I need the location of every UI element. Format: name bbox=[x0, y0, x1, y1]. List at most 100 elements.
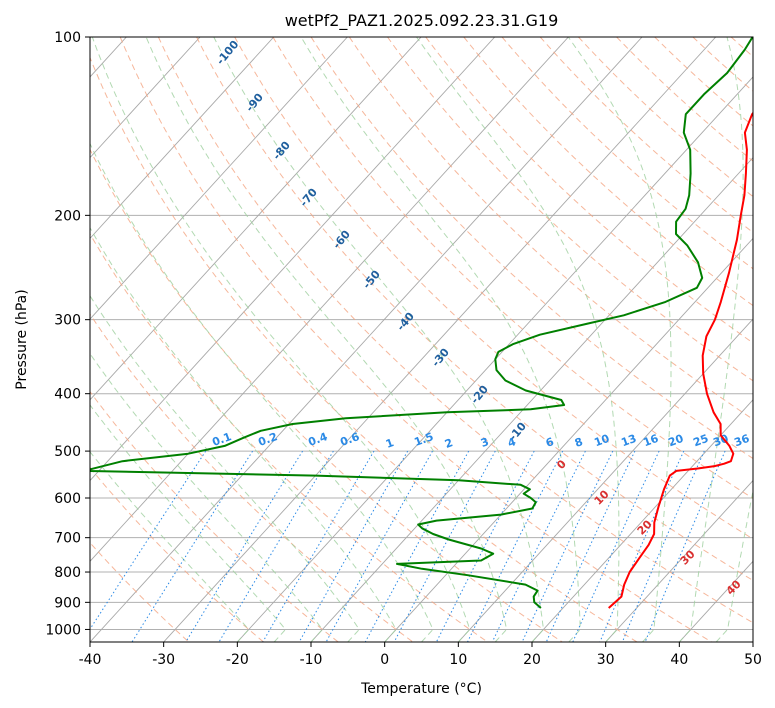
dry-adiabat-line bbox=[463, 37, 753, 307]
mixing-ratio-label: 13 bbox=[619, 432, 638, 449]
mixing-ratio-label: 0.4 bbox=[306, 430, 329, 449]
isotherm-line bbox=[310, 156, 753, 642]
mixing-ratio-label: 3 bbox=[479, 435, 491, 450]
isotherm-line bbox=[163, 37, 717, 642]
dry-adiabat-line bbox=[578, 37, 753, 198]
mixing-ratio-line bbox=[131, 450, 254, 642]
y-tick-label: 700 bbox=[54, 531, 81, 547]
moist-adiabat-line bbox=[90, 294, 360, 642]
x-tick-label: 40 bbox=[670, 652, 688, 668]
isotherm-line bbox=[458, 318, 753, 642]
mixing-ratio-line bbox=[644, 450, 726, 642]
y-tick-label: 500 bbox=[54, 444, 81, 460]
mixing-ratio-line bbox=[491, 450, 586, 642]
mixing-ratio-line bbox=[599, 450, 685, 642]
mixing-ratio-line bbox=[521, 450, 614, 642]
moist-adiabat-line bbox=[90, 226, 397, 642]
moist-adiabat-line bbox=[90, 352, 324, 642]
dry-adiabat-line bbox=[234, 37, 753, 540]
dry-adiabat-line bbox=[425, 37, 753, 344]
mixing-ratio-line bbox=[393, 450, 496, 642]
dry-adiabat-line bbox=[348, 37, 753, 420]
mixing-ratio-line bbox=[298, 450, 409, 642]
axes: -40 -30 -20 -10 0 10 20 30 40 5010020030040050060… bbox=[45, 30, 762, 668]
mixing-ratio-label: 36 bbox=[732, 432, 751, 450]
dry-adiabat-line bbox=[90, 56, 638, 642]
isotherm-line bbox=[90, 37, 348, 320]
mixing-ratio-label: 25 bbox=[691, 432, 710, 449]
dry-adiabat-line bbox=[272, 37, 753, 499]
mixing-ratio-label: 1.5 bbox=[412, 430, 435, 449]
moist-adiabat-line bbox=[145, 37, 508, 642]
x-tick-label: -20 bbox=[226, 652, 249, 668]
isotherm-line bbox=[90, 37, 201, 159]
y-tick-label: 200 bbox=[54, 208, 81, 224]
x-tick-label: 20 bbox=[523, 652, 541, 668]
x-tick-label: -30 bbox=[152, 652, 175, 668]
isotherm-line bbox=[90, 37, 275, 240]
plot-area: -100-90-80-70-60-50-40-30-20-100.1 0.2 0.4… bbox=[90, 37, 753, 642]
plot-frame bbox=[89, 36, 754, 643]
y-tick-label: 300 bbox=[54, 313, 81, 329]
x-tick-label: -40 bbox=[79, 652, 102, 668]
y-tick-label: 100 bbox=[54, 30, 81, 46]
x-tick-label: 10 bbox=[449, 652, 467, 668]
isotherm-line bbox=[384, 237, 753, 642]
y-axis-label: Pressure (hPa) bbox=[14, 289, 30, 389]
mixing-ratio-line bbox=[621, 450, 705, 642]
dry-adiabat-line bbox=[387, 37, 753, 382]
mixing-ratio-label: 0.2 bbox=[256, 430, 279, 449]
mixing-ratio-label: 2 bbox=[443, 436, 455, 451]
dry-adiabat-line bbox=[157, 37, 753, 624]
isotherm-line bbox=[531, 399, 753, 642]
mixing-ratio-line bbox=[185, 450, 304, 642]
mixing-ratio-label: 1 bbox=[384, 436, 396, 451]
isotherm-line bbox=[237, 76, 753, 642]
isotherm-line bbox=[605, 479, 753, 642]
mixing-ratio-line bbox=[262, 450, 375, 642]
x-tick-label: 30 bbox=[597, 652, 615, 668]
mixing-ratio-label: 8 bbox=[573, 435, 585, 450]
dry-adiabat-line bbox=[90, 233, 488, 642]
mixing-ratio-label: 0.6 bbox=[338, 430, 361, 449]
x-tick-label: 0 bbox=[380, 652, 389, 668]
mixing-ratio-label: 20 bbox=[666, 432, 685, 450]
y-tick-label: 1000 bbox=[45, 622, 81, 638]
x-tick-label: 50 bbox=[744, 652, 762, 668]
mixing-ratio-label: 10 bbox=[592, 432, 611, 450]
moist-adiabat-line bbox=[567, 37, 672, 642]
mixing-ratio-label: 16 bbox=[641, 432, 660, 450]
mixing-ratio-line bbox=[218, 450, 334, 642]
isotherm-line bbox=[90, 37, 496, 482]
moist-adiabat-line bbox=[213, 37, 545, 642]
dry-adiabat-line bbox=[196, 37, 753, 581]
temperature-profile bbox=[608, 111, 753, 609]
isotherm-line bbox=[90, 37, 569, 562]
x-tick-label: -10 bbox=[300, 652, 323, 668]
dry-adiabat-line bbox=[310, 37, 753, 460]
isotherm-line bbox=[90, 37, 643, 642]
y-tick-label: 900 bbox=[54, 595, 81, 611]
dry-adiabat-line bbox=[90, 390, 339, 642]
x-axis-label: Temperature (°C) bbox=[360, 681, 482, 697]
mixing-ratio-line bbox=[572, 450, 660, 642]
mixing-ratio-label: 6 bbox=[544, 435, 556, 450]
y-tick-label: 400 bbox=[54, 387, 81, 403]
y-tick-label: 600 bbox=[54, 491, 81, 507]
moist-adiabat-line bbox=[300, 37, 581, 642]
moist-adiabat-line bbox=[91, 37, 471, 642]
mixing-ratio-label: 30 bbox=[711, 432, 730, 450]
dry-adiabat-line bbox=[119, 37, 712, 642]
y-tick-label: 800 bbox=[54, 565, 81, 581]
dry-adiabat-line bbox=[90, 313, 414, 642]
isotherm-line bbox=[90, 37, 422, 401]
dry-adiabat-line bbox=[539, 37, 753, 234]
mixing-ratio-label: 4 bbox=[506, 435, 518, 450]
mixing-ratio-line bbox=[364, 450, 470, 642]
chart-title: wetPf2_PAZ1.2025.092.23.31.G19 bbox=[285, 11, 559, 31]
mixing-ratio-line bbox=[325, 450, 433, 642]
moist-adiabat-line bbox=[678, 37, 744, 642]
dewpoint-profile bbox=[90, 37, 753, 609]
